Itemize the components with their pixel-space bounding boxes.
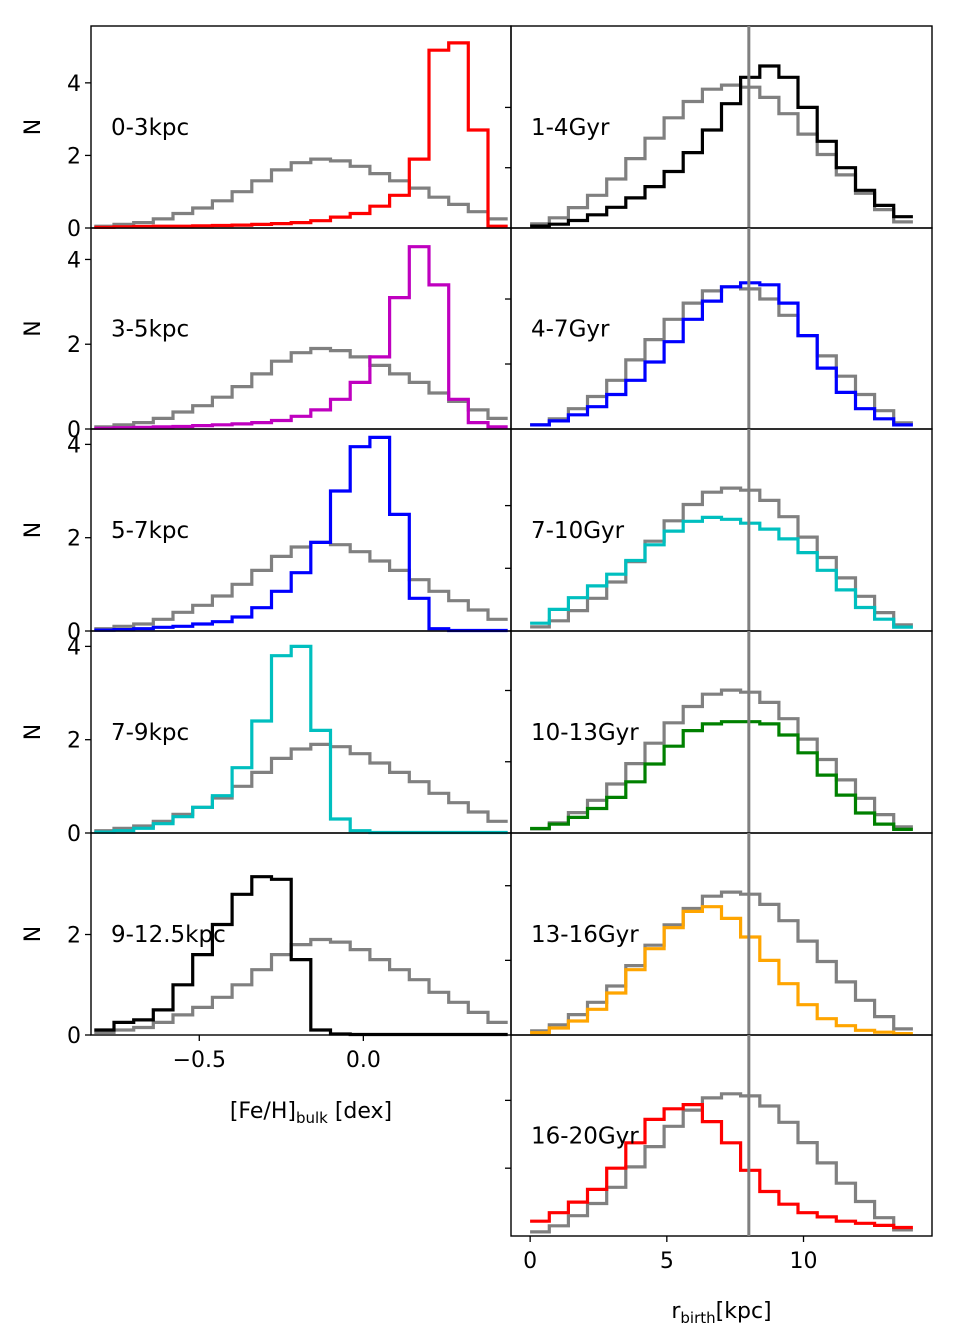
panel-label: 13-16Gyr	[531, 922, 639, 948]
left-panel-7-9kpc: 0 2 4 7-9kpc	[67, 630, 512, 847]
y-axis-label: N	[21, 926, 46, 942]
y-tick-label: 2	[67, 729, 81, 754]
subset-histogram	[530, 905, 913, 1036]
subset-histogram	[94, 875, 508, 1037]
panel-label: 10-13Gyr	[531, 720, 639, 746]
subset-histogram	[94, 435, 508, 633]
right-panel-13-16Gyr: 13-16Gyr	[505, 832, 933, 1036]
x-axis-label-left: [Fe/H]bulk [dex]	[230, 1099, 392, 1127]
panel-label: 7-9kpc	[111, 720, 189, 746]
right-panel-1-4Gyr: 1-4Gyr	[505, 25, 933, 229]
y-tick-label: 4	[67, 433, 81, 458]
y-tick-label: 2	[67, 527, 81, 552]
subset-histogram	[530, 720, 913, 831]
reference-histogram	[530, 890, 913, 1033]
subset-histogram	[530, 515, 913, 629]
x-tick-label: −0.5	[173, 1048, 226, 1073]
reference-histogram	[94, 742, 508, 833]
panel-label: 5-7kpc	[111, 518, 189, 544]
reference-histogram	[94, 346, 508, 429]
y-tick-label: 2	[67, 144, 81, 169]
left-panel-9-12.5kpc: 0 2 9-12.5kpc −0.5 0.0	[67, 832, 512, 1073]
right-panel-4-7Gyr: 4-7Gyr	[505, 227, 933, 430]
x-axis-label-suffix: [dex]	[328, 1099, 392, 1124]
reference-histogram	[94, 937, 508, 1035]
panel-label: 16-20Gyr	[531, 1124, 639, 1150]
y-axis-label: N	[21, 119, 46, 135]
y-tick-label: 0	[67, 822, 81, 847]
left-panel-5-7kpc: 0 2 4 5-7kpc	[67, 428, 512, 645]
y-tick-label: 2	[67, 333, 81, 358]
subset-histogram	[94, 41, 508, 229]
subset-histogram	[94, 245, 508, 430]
y-axis-label: N	[21, 320, 46, 336]
y-tick-label: 0	[67, 620, 81, 645]
y-tick-label: 2	[67, 924, 81, 949]
panel-frame	[510, 1034, 933, 1237]
panel-label: 4-7Gyr	[531, 317, 610, 343]
x-axis-label-main: r	[671, 1299, 681, 1324]
x-tick-label: 5	[660, 1249, 674, 1274]
x-axis-label-sub: bulk	[296, 1109, 328, 1127]
x-axis-label-right: rbirth[kpc]	[671, 1299, 771, 1327]
y-axis-label: N	[21, 522, 46, 538]
y-tick-label: 0	[67, 217, 81, 242]
panel-label: 7-10Gyr	[531, 518, 625, 544]
x-tick-label: 10	[790, 1249, 818, 1274]
subset-histogram	[530, 281, 913, 427]
left-panel-0-3kpc: 0 2 4 0-3kpc	[67, 25, 512, 242]
x-axis-label-main: [Fe/H]	[230, 1099, 296, 1124]
y-tick-label: 4	[67, 248, 81, 273]
panel-label: 3-5kpc	[111, 317, 189, 343]
x-axis-label-sub: birth	[680, 1309, 715, 1327]
subset-histogram	[530, 1103, 913, 1230]
x-tick-label: 0	[523, 1249, 537, 1274]
panel-label: 0-3kpc	[111, 115, 189, 141]
left-panel-3-5kpc: 0 2 4 3-5kpc	[67, 227, 512, 443]
panel-label: 1-4Gyr	[531, 115, 610, 141]
x-tick-label: 0.0	[346, 1048, 381, 1073]
x-axis-label-suffix: [kpc]	[716, 1299, 772, 1324]
reference-histogram	[530, 688, 913, 831]
reference-histogram	[530, 83, 913, 226]
reference-histogram	[530, 1092, 913, 1234]
right-panel-10-13Gyr: 10-13Gyr	[505, 630, 933, 834]
right-panel-16-20Gyr: 16-20Gyr 0 5 10	[505, 1034, 933, 1274]
panel-label: 9-12.5kpc	[111, 922, 226, 948]
reference-histogram	[530, 486, 913, 629]
right-panel-7-10Gyr: 7-10Gyr	[505, 428, 933, 632]
reference-histogram	[94, 540, 508, 631]
subset-histogram	[530, 64, 913, 228]
y-tick-label: 4	[67, 635, 81, 660]
reference-histogram	[94, 157, 508, 228]
y-tick-label: 0	[67, 418, 81, 443]
y-tick-label: 0	[67, 1024, 81, 1049]
y-tick-label: 4	[67, 72, 81, 97]
y-axis-label: N	[21, 724, 46, 740]
